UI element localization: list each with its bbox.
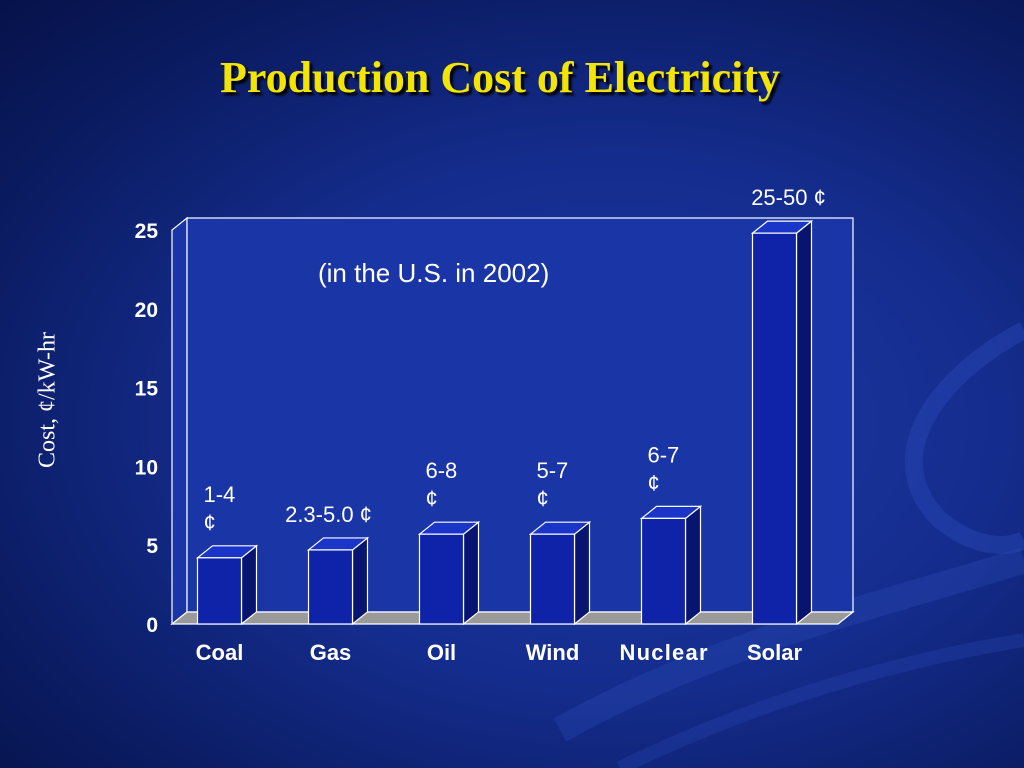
y-tick-label: 0 <box>146 614 158 637</box>
bar-side <box>795 219 813 626</box>
data-label: 1-4 <box>204 482 236 507</box>
bar <box>751 232 798 625</box>
bar <box>307 549 354 625</box>
data-label: ¢ <box>537 486 549 511</box>
x-tick-label: Nuclear <box>620 640 708 665</box>
slide-title: Production Cost of Electricity <box>219 53 781 102</box>
data-label: 2.3-5.0 ¢ <box>285 502 372 527</box>
data-label: 5-7 <box>537 458 569 483</box>
data-label: 6-7 <box>648 442 680 467</box>
bar-side <box>573 520 591 626</box>
y-tick-label: 15 <box>135 378 159 401</box>
plot-back-wall <box>186 217 854 613</box>
bar <box>640 517 687 625</box>
y-tick-label: 5 <box>146 535 158 558</box>
bar <box>529 533 576 625</box>
y-axis-label: Cost, ¢/kW-hr <box>34 332 61 468</box>
x-tick-label: Gas <box>310 640 352 665</box>
plot-floor <box>170 611 855 625</box>
data-label: 25-50 ¢ <box>751 185 826 210</box>
x-tick-label: Wind <box>526 640 580 665</box>
bar <box>196 557 243 625</box>
chart-subtitle: (in the U.S. in 2002) <box>318 258 550 288</box>
bar-side <box>684 505 702 626</box>
y-tick-label: 25 <box>135 220 159 243</box>
bar <box>418 533 465 625</box>
x-tick-label: Coal <box>196 640 244 665</box>
data-label: 6-8 <box>426 458 458 483</box>
x-tick-label: Solar <box>747 640 802 665</box>
bar-side <box>351 536 369 626</box>
x-tick-label: Oil <box>427 640 456 665</box>
bar-side <box>462 520 480 626</box>
y-tick-label: 20 <box>135 299 158 322</box>
data-label: ¢ <box>426 486 438 511</box>
bar-side <box>240 544 258 626</box>
plot-side-wall <box>171 216 188 626</box>
data-label: ¢ <box>648 470 660 495</box>
y-tick-label: 10 <box>135 456 158 479</box>
data-label: ¢ <box>204 510 216 535</box>
